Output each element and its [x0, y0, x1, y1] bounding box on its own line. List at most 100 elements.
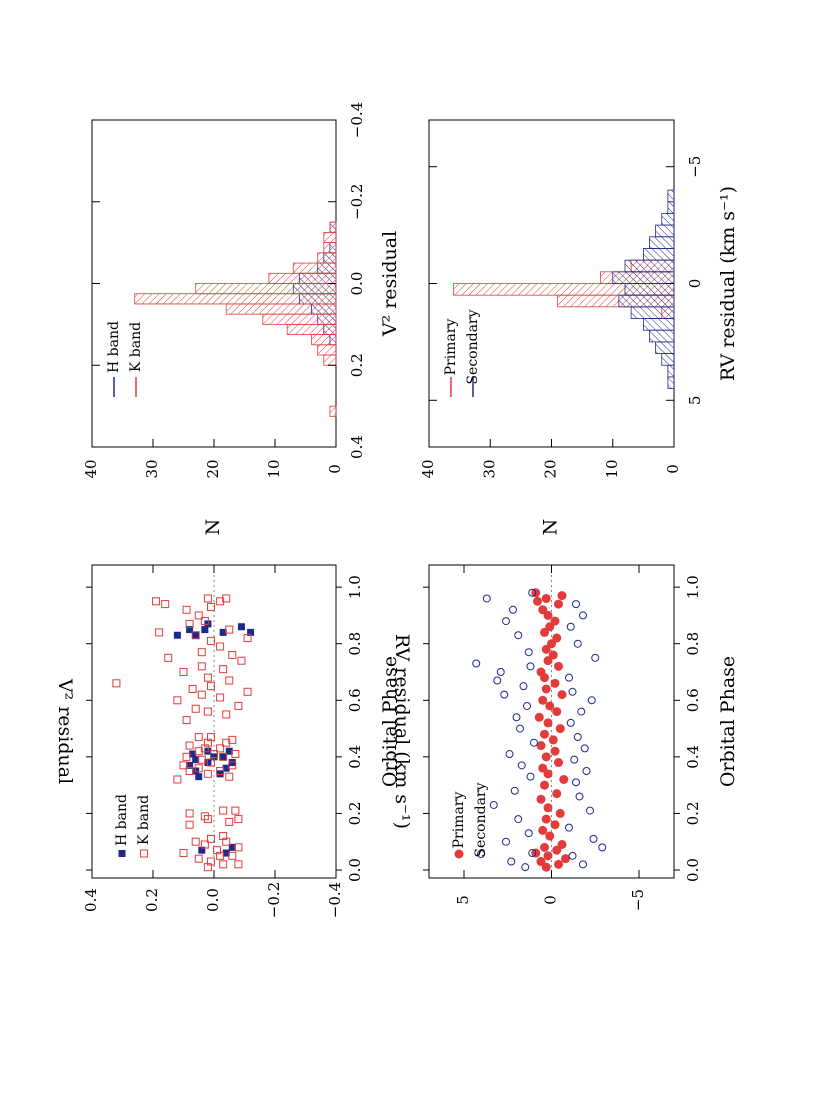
blue-hist-bar [667, 189, 675, 203]
blue-hist-bar [642, 318, 675, 331]
residual-tick-label: 0 [686, 279, 704, 289]
secondary-point [505, 750, 514, 759]
k-band-point [219, 752, 228, 761]
k-band-point [206, 733, 215, 742]
blue-hist-bar [624, 259, 675, 273]
secondary-point [519, 682, 528, 691]
k-band-point [206, 857, 215, 866]
primary-point [540, 780, 549, 790]
phase-tick-label: 0.2 [346, 801, 364, 825]
phase-tick-label: 0.6 [684, 688, 702, 712]
k-band-point [191, 704, 200, 713]
k-band-point [173, 696, 182, 705]
secondary-point [579, 860, 587, 869]
secondary-point [482, 594, 491, 603]
k-band-point [179, 849, 188, 858]
primary-point [538, 825, 548, 835]
blue-hist-bar [667, 376, 675, 390]
red-hist-bar [317, 344, 337, 356]
secondary-point [580, 744, 589, 753]
primary-point [554, 661, 563, 671]
primary-point [543, 769, 553, 779]
value-tick-label: −0.4 [326, 882, 344, 918]
residual-tick-label: −5 [686, 156, 704, 178]
blue-hist-bar [649, 329, 675, 343]
count-tick-label: 0 [326, 464, 344, 474]
secondary-point [572, 600, 580, 609]
phase-tick-label: 0.8 [684, 632, 702, 656]
y-axis-label: RV residual (km s⁻¹) [391, 634, 413, 829]
panel-rv_hist: −5 0 5 40 30 20 10 0 RV residual (km s⁻¹) N Primar… [419, 119, 739, 535]
k-band-point [225, 625, 234, 634]
k-band-point [237, 656, 246, 665]
secondary-point [521, 863, 530, 872]
count-tick-label: 40 [419, 459, 437, 478]
phase-tick-label: 0.4 [346, 745, 364, 769]
secondary-point [502, 837, 510, 846]
x-axis-label: Orbital Phase [717, 656, 739, 787]
blue-hist-bar [667, 364, 675, 378]
primary-point [534, 712, 544, 722]
residual-tick-label: −0.4 [348, 102, 366, 138]
k-band-point [185, 741, 194, 750]
h-band-point [186, 761, 194, 769]
x-axis-label: V² residual [379, 231, 401, 337]
k-band-point [210, 750, 218, 759]
primary-point [554, 758, 563, 768]
primary-point [552, 845, 562, 855]
red-hist-bar [225, 303, 337, 315]
legend-label: Secondary [465, 309, 481, 384]
k-band-point [194, 747, 203, 756]
legend-label: K band [128, 322, 144, 372]
primary-point [540, 842, 549, 852]
secondary-point [565, 673, 573, 682]
h-band-point [219, 753, 227, 761]
k-band-point [179, 668, 188, 676]
y-axis-label: N [202, 519, 224, 536]
secondary-point [517, 761, 526, 770]
k-band-point [182, 752, 191, 761]
value-tick-label: 0.4 [82, 888, 100, 912]
k-band-point [188, 684, 197, 693]
blue-hist-bar [630, 306, 675, 319]
h-band-point [225, 747, 233, 755]
secondary-point [514, 631, 523, 640]
value-tick-label: 0.2 [143, 888, 161, 912]
primary-point [554, 599, 563, 609]
primary-point [554, 859, 563, 869]
k-band-point [225, 676, 234, 685]
blue-hist-bar [618, 294, 675, 308]
h-band-point [192, 631, 200, 639]
primary-point [559, 774, 569, 784]
count-tick-label: 20 [204, 459, 222, 478]
secondary-point [489, 800, 498, 809]
secondary-point [598, 843, 607, 852]
primary-point [557, 840, 567, 850]
residual-tick-label: −0.2 [348, 184, 366, 220]
h-band-point [237, 623, 245, 631]
k-band-point [194, 611, 203, 620]
panel-v2_vs_phase: 0.0 0.2 0.4 0.6 0.8 1.0 0.4 0.2 0.0 −0.2 −0.4 Orbit… [54, 564, 401, 918]
secondary-point [472, 659, 481, 668]
secondary-point [528, 849, 537, 858]
k-band-point [200, 812, 209, 821]
primary-point [538, 605, 548, 615]
red-hist-bar [323, 354, 337, 366]
k-band-point [228, 651, 237, 660]
primary-point [545, 622, 555, 632]
k-band-point [216, 597, 225, 606]
red-hist-bar [195, 283, 337, 295]
red-hist-bar [323, 232, 337, 244]
k-band-point [194, 733, 203, 742]
primary-point [541, 752, 551, 762]
k-band-point [222, 594, 231, 603]
red-hist-bar [311, 334, 337, 346]
secondary-point [516, 724, 524, 733]
secondary-point [591, 653, 600, 662]
secondary-point [582, 767, 591, 775]
primary-point [533, 596, 542, 606]
k-band-point [152, 597, 161, 606]
count-tick-label: 20 [542, 459, 560, 478]
legend-label: Primary [451, 792, 467, 849]
h-band-point [210, 753, 218, 761]
